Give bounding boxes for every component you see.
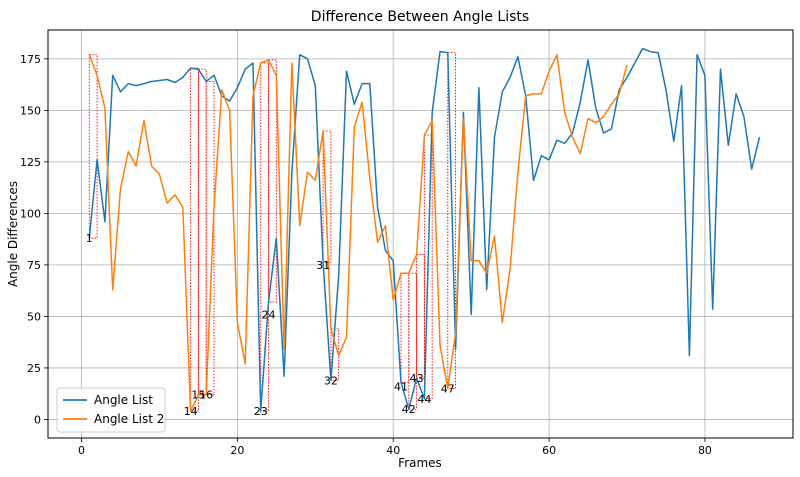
annotation-label: 41 — [394, 380, 408, 393]
highlight-box-frame-31 — [322, 130, 332, 264]
annotation-label: 14 — [184, 405, 198, 418]
plot-frame — [47, 29, 794, 439]
annotation-label: 42 — [402, 403, 416, 416]
annotation-label: 47 — [441, 383, 455, 396]
y-tick-label: 75 — [27, 259, 41, 272]
y-tick-label: 125 — [20, 156, 41, 169]
series-lines — [88, 47, 761, 412]
annotation-label: 44 — [417, 393, 431, 406]
legend: Angle List Angle List 2 — [56, 387, 166, 433]
series-line-1 — [88, 47, 761, 412]
legend-label-angle-list: Angle List — [94, 393, 153, 407]
y-tick-label: 100 — [20, 207, 41, 220]
highlight-box-frame-42 — [408, 272, 418, 410]
annotation-label: 43 — [410, 372, 424, 385]
y-tick-label: 25 — [27, 362, 41, 375]
chart-title: Difference Between Angle Lists — [311, 9, 529, 25]
y-tick-label: 175 — [20, 53, 41, 66]
highlight-box-frame-47 — [447, 52, 457, 389]
highlight-box-frame-16 — [205, 81, 215, 396]
grid — [48, 30, 793, 438]
x-tick-label: 80 — [698, 444, 712, 457]
annotation-label: 23 — [254, 405, 268, 418]
y-tick-label: 150 — [20, 104, 41, 117]
highlight-box-frame-1 — [88, 54, 98, 239]
legend-label-angle-list-2: Angle List 2 — [94, 412, 164, 426]
annotation-label: 24 — [262, 308, 276, 321]
highlight-box-frame-23 — [260, 62, 269, 412]
annotation-label: 31 — [316, 259, 330, 272]
highlight-box-frame-24 — [268, 59, 277, 303]
axis-ticks: 0 20 40 60 80 0 25 50 75 100 125 150 175 — [20, 53, 712, 457]
annotation-label: 15 — [191, 389, 205, 402]
annotation-label: 16 — [199, 389, 213, 402]
x-tick-label: 20 — [230, 444, 244, 457]
highlight-box-frame-43 — [416, 254, 425, 379]
x-axis-label: Frames — [398, 456, 442, 470]
annotation-label: 32 — [324, 374, 338, 387]
legend-box — [56, 387, 166, 433]
annotation-label: 1 — [86, 232, 93, 245]
y-tick-label: 0 — [34, 413, 41, 426]
highlight-box-frame-44 — [423, 134, 433, 400]
x-tick-label: 0 — [78, 444, 85, 457]
x-tick-label: 40 — [386, 444, 400, 457]
y-tick-label: 50 — [27, 310, 41, 323]
x-tick-label: 60 — [542, 444, 556, 457]
y-axis-label: Angle Differences — [6, 181, 20, 287]
series-line-2 — [88, 53, 628, 412]
